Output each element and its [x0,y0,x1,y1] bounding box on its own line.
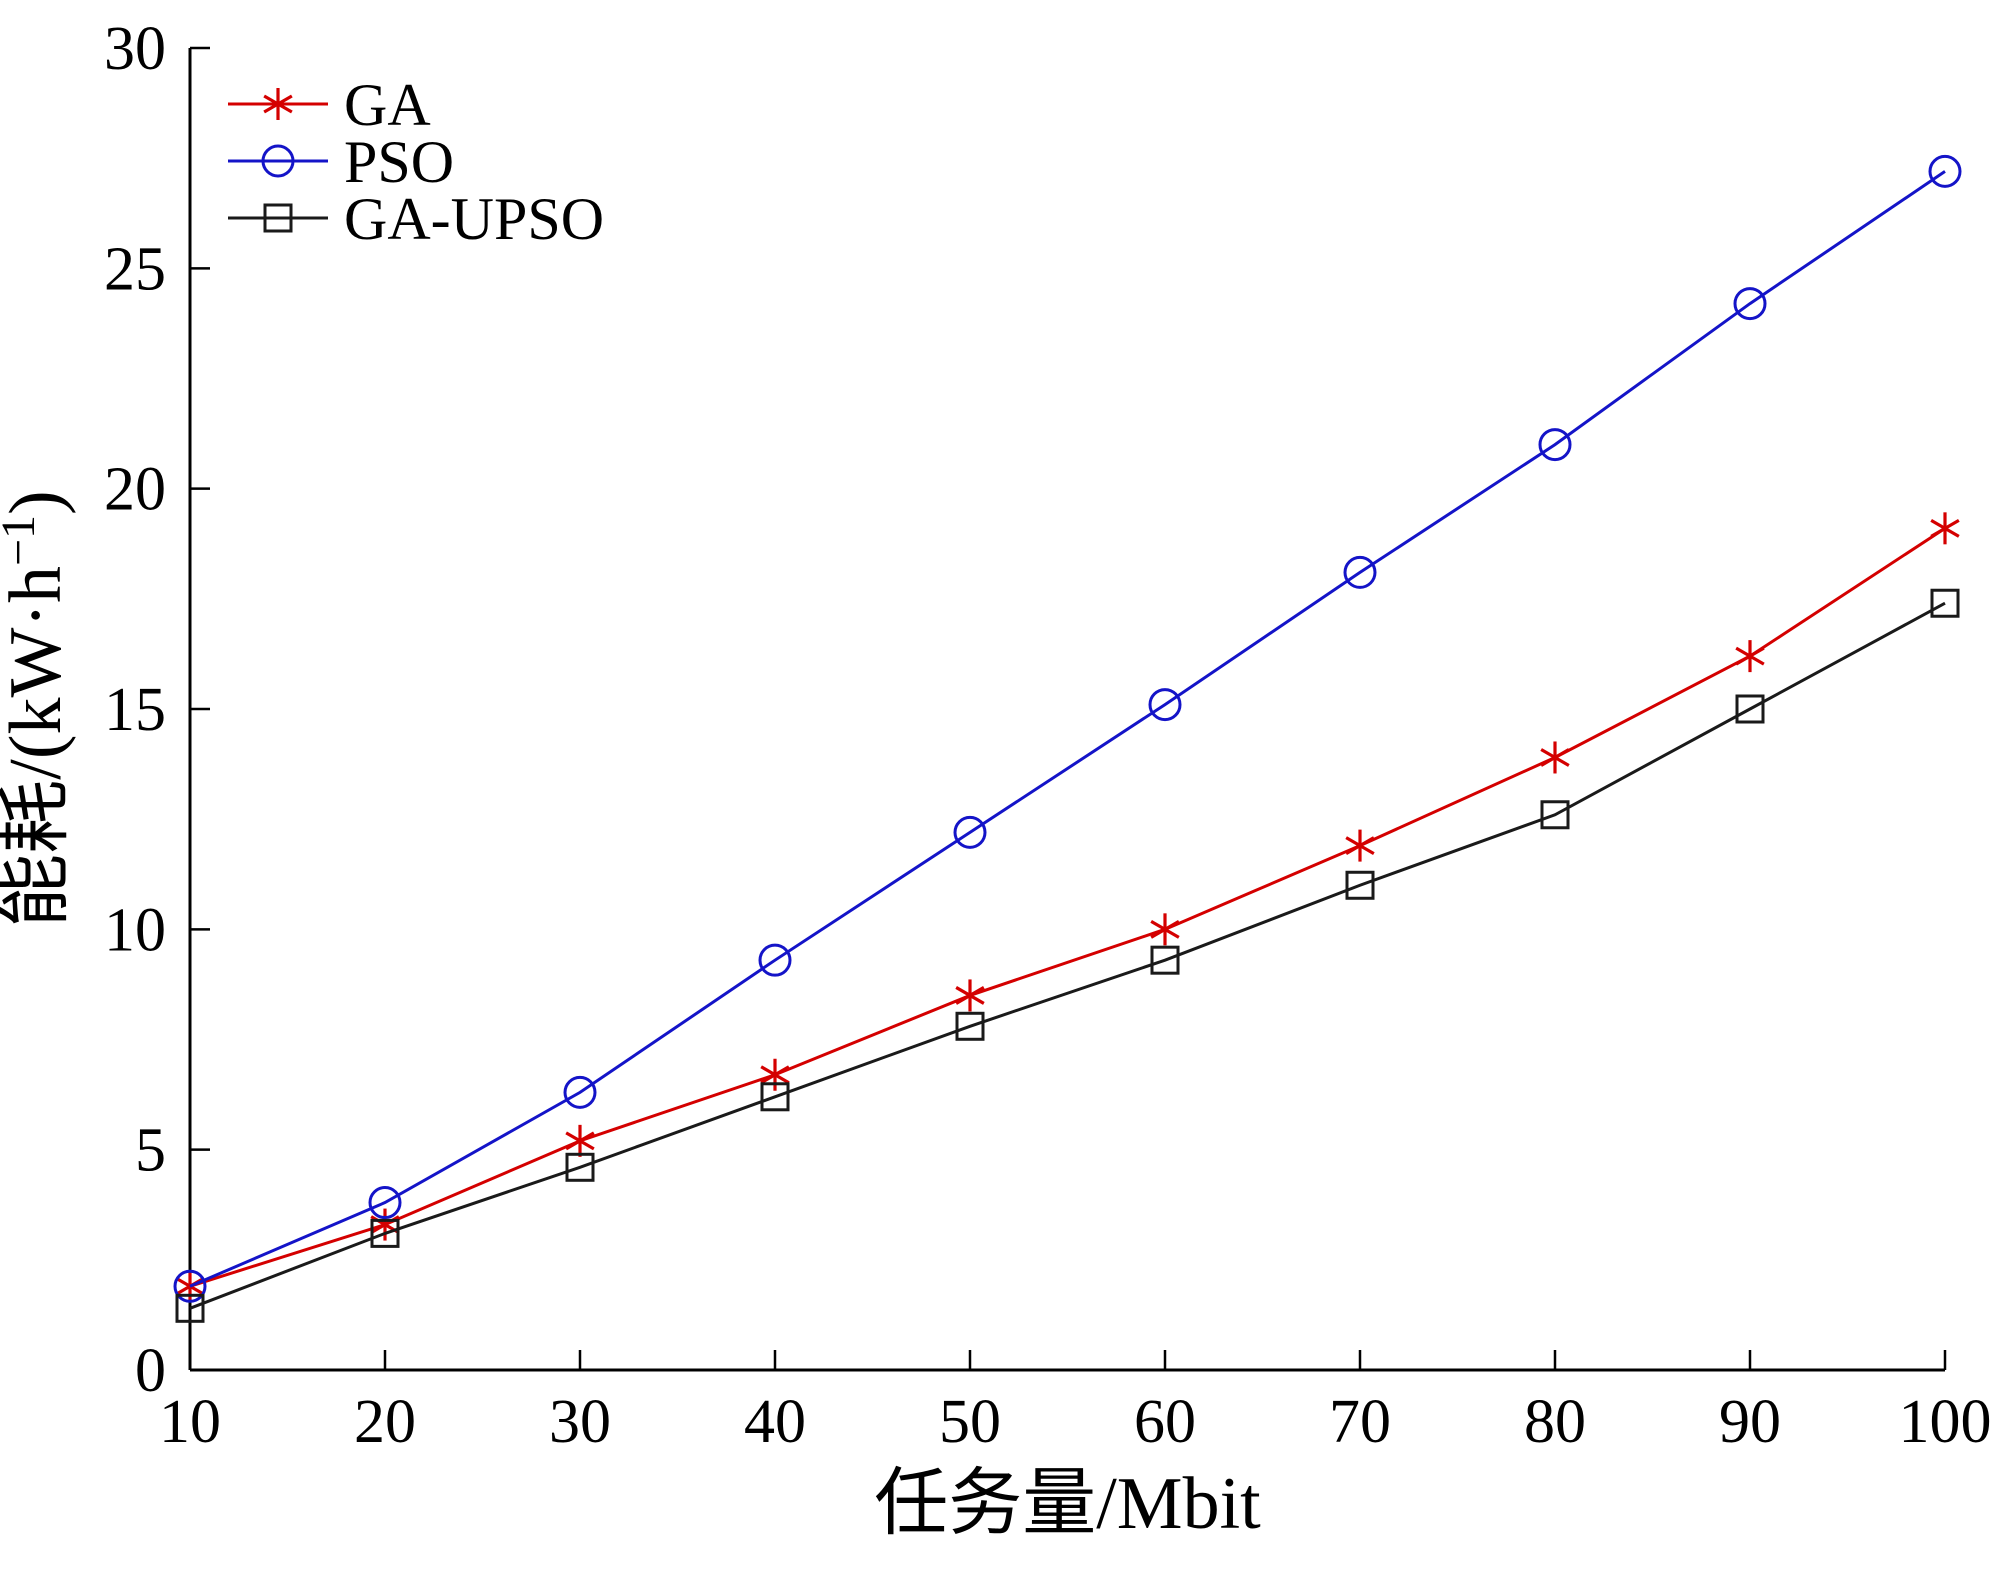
circle-marker [1538,428,1572,462]
x-tick-label: 90 [1719,1388,1781,1456]
circle-marker [261,144,295,178]
x-tick-label: 70 [1329,1388,1391,1456]
series-line [189,527,1946,1288]
y-tick-label: 30 [104,15,166,83]
x-tick-label: 10 [159,1388,221,1456]
asterisk-marker [1540,748,1570,767]
x-tick-label: 60 [1134,1388,1196,1456]
axis-ticks: 10 20 30 40 50 60 70 80 90 100 0 5 10 15 20 25 30 [104,15,1992,1456]
x-tick-label: 20 [354,1388,416,1456]
x-tick-label: 100 [1899,1388,1992,1456]
asterisk-marker [1735,646,1765,666]
square-marker [565,1152,595,1182]
legend-label: PSO [344,129,454,195]
y-tick-label: 15 [104,676,166,744]
x-tick-label: 80 [1524,1388,1586,1456]
square-marker [263,203,293,233]
series-line [189,601,1946,1310]
asterisk-marker [565,1131,595,1151]
circle-marker [368,1186,402,1220]
circle-marker [563,1075,597,1109]
asterisk-marker [955,986,985,1005]
y-tick-label: 5 [135,1117,166,1185]
y-axis-label: 能耗/(kW·h−1) [0,490,77,927]
x-tick-label: 30 [549,1388,611,1456]
series-ga-upso [175,588,1960,1323]
series-line [189,170,1946,1288]
asterisk-marker [1150,919,1180,939]
x-tick-label: 50 [939,1388,1001,1456]
asterisk-marker [1345,836,1375,855]
circle-marker [1148,688,1182,722]
square-marker [955,1011,985,1041]
square-marker [1345,870,1375,900]
y-tick-label: 20 [104,456,166,524]
square-marker [1930,588,1960,618]
square-marker [760,1082,790,1112]
y-tick-label: 10 [104,896,166,964]
square-marker [1150,945,1180,975]
square-marker [175,1293,205,1323]
legend-item-pso: PSO [228,129,454,195]
legend-item-ga: GA [228,72,431,138]
square-marker [1735,694,1765,724]
square-marker [1540,800,1570,830]
legend-label: GA-UPSO [344,186,604,252]
series-ga [175,512,1960,1303]
circle-marker [1928,154,1962,188]
x-tick-label: 40 [744,1388,806,1456]
circle-marker [1733,287,1767,321]
legend-label: GA [344,72,431,138]
asterisk-marker [263,94,293,114]
circle-marker [758,943,792,977]
y-tick-label: 0 [135,1337,166,1405]
square-marker [370,1218,400,1248]
asterisk-marker [1930,518,1960,538]
series-pso [173,154,1962,1303]
circle-marker [953,815,987,849]
legend-item-ga-upso: GA-UPSO [228,186,604,252]
circle-marker [1343,555,1377,589]
y-tick-label: 25 [104,235,166,303]
x-axis-label: 任务量/Mbit [874,1463,1261,1545]
asterisk-marker [760,1065,790,1085]
circle-marker [173,1269,207,1303]
axes [188,48,1945,1372]
